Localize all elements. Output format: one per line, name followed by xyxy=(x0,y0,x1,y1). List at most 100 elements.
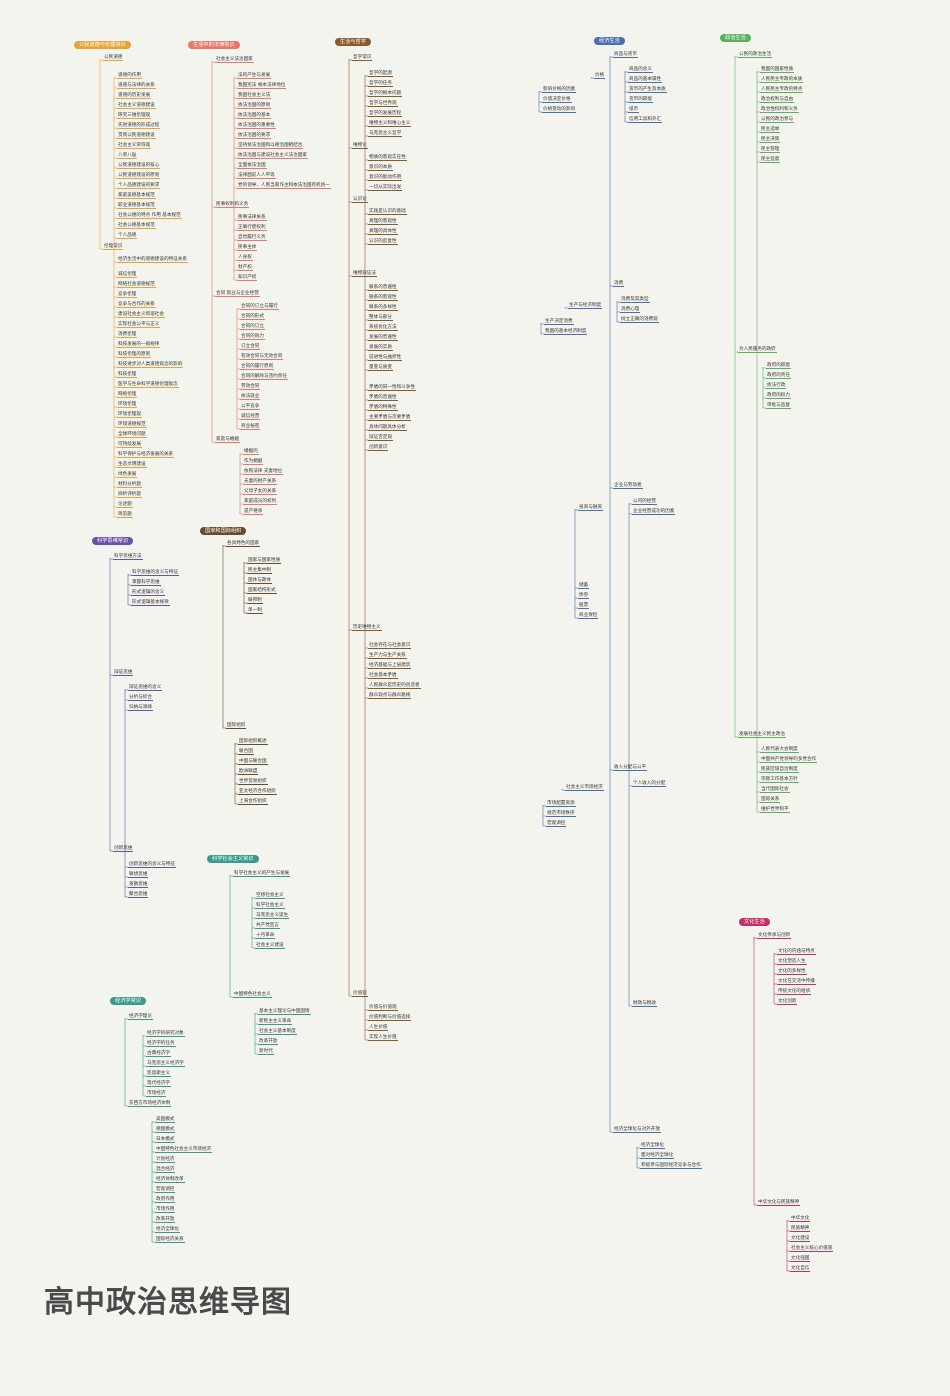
topic-node[interactable]: 经济学理论 xyxy=(128,1014,153,1020)
topic-node[interactable]: 量变与质变 xyxy=(368,365,393,371)
topic-node[interactable]: 亚太经济合作组织 xyxy=(238,789,277,795)
topic-node[interactable]: 遗产继承 xyxy=(243,509,264,515)
topic-node[interactable]: 财政与税收 xyxy=(632,1001,657,1007)
topic-node[interactable]: 依法就业 xyxy=(240,394,261,400)
topic-node[interactable]: 单一制 xyxy=(247,608,263,614)
topic-node[interactable]: 马克思主义诞生 xyxy=(255,913,290,919)
topic-node[interactable]: 各具特色的国家 xyxy=(226,541,261,547)
topic-node[interactable]: 道德的作用 xyxy=(117,73,142,79)
topic-node[interactable]: 企业经营成功的因素 xyxy=(632,509,676,515)
topic-node[interactable]: 经济全球化 xyxy=(155,1227,180,1233)
topic-node[interactable]: 公民道德 xyxy=(103,55,124,61)
topic-node[interactable]: 聚合思维 xyxy=(128,892,149,898)
topic-node[interactable]: 实现人生价值 xyxy=(368,1035,398,1041)
topic-node[interactable]: 创新意识 xyxy=(368,445,389,451)
topic-node[interactable]: 掌握科学思维 xyxy=(131,580,161,586)
topic-node[interactable]: 依照法律 夫妻地位 xyxy=(243,469,284,475)
topic-node[interactable]: 中国共产党领导的多党合作 xyxy=(760,757,818,763)
topic-node[interactable]: 一切从实际出发 xyxy=(368,185,403,191)
topic-node[interactable]: 发展的普遍性 xyxy=(368,335,398,341)
topic-root-9[interactable]: 经济学常识 xyxy=(110,997,146,1005)
topic-node[interactable]: 宏观调控 xyxy=(155,1187,176,1193)
topic-node[interactable]: 股票 xyxy=(578,603,590,609)
topic-node[interactable]: 哲学与世界观 xyxy=(368,101,398,107)
topic-node[interactable]: 政府的权力 xyxy=(766,393,791,399)
topic-node[interactable]: 简答题 xyxy=(117,512,133,518)
topic-node[interactable]: 社会主义道德建设 xyxy=(117,103,156,109)
topic-node[interactable]: 哲学常识 xyxy=(352,55,373,61)
topic-node[interactable]: 职业道德基本规范 xyxy=(117,203,156,209)
topic-node[interactable]: 国体与政体 xyxy=(247,578,272,584)
topic-node[interactable]: 文化在交流中传播 xyxy=(777,979,816,985)
topic-node[interactable]: 发展社会主义民主政治 xyxy=(738,732,786,738)
topic-node[interactable]: 创新思维的含义与特征 xyxy=(128,862,176,868)
topic-node[interactable]: 马克思主义经济学 xyxy=(146,1061,185,1067)
topic-node[interactable]: 政治权利与自由 xyxy=(760,97,795,103)
topic-node[interactable]: 社会主义核心价值观 xyxy=(790,1246,834,1252)
topic-node[interactable]: 诚信经营 xyxy=(240,414,261,420)
topic-node[interactable]: 文化塑造人生 xyxy=(777,959,807,965)
topic-node[interactable]: 知识产权 xyxy=(237,275,258,281)
topic-node[interactable]: 合同的订立 xyxy=(240,324,265,330)
topic-node[interactable]: 生产与经济制度 xyxy=(568,303,603,309)
topic-node[interactable]: 唯物辩证法 xyxy=(352,271,377,277)
topic-node[interactable]: 环境伦理观 xyxy=(117,412,142,418)
topic-node[interactable]: 家庭成员的权利 xyxy=(243,499,278,505)
topic-node[interactable]: 具体问题具体分析 xyxy=(368,425,407,431)
topic-node[interactable]: 民族区域自治制度 xyxy=(760,767,799,773)
topic-node[interactable]: 合同的形式 xyxy=(240,314,265,320)
topic-node[interactable]: 改革开放 xyxy=(258,1039,279,1045)
topic-node[interactable]: 系统优化方法 xyxy=(368,325,398,331)
topic-node[interactable]: 依法行政 xyxy=(766,383,787,389)
topic-node[interactable]: 实现社会公平与正义 xyxy=(117,322,161,328)
topic-node[interactable]: 人民民主专政的特点 xyxy=(760,87,804,93)
topic-node[interactable]: 劳动合同 xyxy=(240,384,261,390)
topic-node[interactable]: 依法治国的基本 xyxy=(237,113,272,119)
topic-node[interactable]: 新时代 xyxy=(258,1049,274,1055)
topic-node[interactable]: 公民道德建设的原则 xyxy=(117,173,161,179)
topic-node[interactable]: 整体与部分 xyxy=(368,315,393,321)
topic-node[interactable]: 联系的客观性 xyxy=(368,295,398,301)
topic-node[interactable]: 科学思维的含义与特征 xyxy=(131,570,179,576)
topic-node[interactable]: 国际关系 xyxy=(760,797,781,803)
topic-node[interactable]: 道德的历史发展 xyxy=(117,93,152,99)
topic-node[interactable]: 民事权利和义务 xyxy=(215,202,250,208)
topic-node[interactable]: 公平竞争 xyxy=(240,404,261,410)
topic-node[interactable]: 科技伦理的原则 xyxy=(117,352,152,358)
topic-node[interactable]: 全面依法治国 xyxy=(237,163,267,169)
topic-node[interactable]: 哲学的任务 xyxy=(368,81,393,87)
topic-node[interactable]: 先进道德的形成过程 xyxy=(117,123,161,129)
topic-node[interactable]: 夫妻的财产关系 xyxy=(243,479,278,485)
topic-root-8[interactable]: 科学社会主义常识 xyxy=(207,855,259,863)
topic-node[interactable]: 日本模式 xyxy=(155,1137,176,1143)
topic-node[interactable]: 八荣八耻 xyxy=(117,153,138,159)
topic-node[interactable]: 社会主义荣辱观 xyxy=(117,143,152,149)
topic-node[interactable]: 贯彻公民道德建设 xyxy=(117,133,156,139)
topic-node[interactable]: 公民的政治生活 xyxy=(738,52,773,58)
topic-node[interactable]: 归纳与演绎 xyxy=(128,705,153,711)
topic-node[interactable]: 哲学的根本问题 xyxy=(368,91,403,97)
topic-node[interactable]: 我国的基本经济制度 xyxy=(544,329,588,335)
topic-node[interactable]: 民族精神 xyxy=(790,1226,811,1232)
topic-node[interactable]: 美国模式 xyxy=(155,1117,176,1123)
topic-node[interactable]: 医学与生命科学道德伦理观念 xyxy=(117,382,179,388)
topic-node[interactable]: 欧洲联盟 xyxy=(238,769,259,775)
topic-node[interactable]: 社会主义建设 xyxy=(255,943,285,949)
topic-node[interactable]: 为人民服务的政府 xyxy=(738,347,777,353)
topic-node[interactable]: 认识的反复性 xyxy=(368,239,398,245)
topic-node[interactable]: 矛盾的同一性和斗争性 xyxy=(368,385,416,391)
topic-node[interactable]: 材料分析题 xyxy=(117,482,142,488)
topic-node[interactable]: 马克思主义哲学 xyxy=(368,131,403,137)
topic-node[interactable]: 我国宪法 根本法律地位 xyxy=(237,83,287,89)
topic-node[interactable]: 计划经济 xyxy=(155,1157,176,1163)
topic-node[interactable]: 人身权 xyxy=(237,255,253,261)
topic-node[interactable]: 价值与价值观 xyxy=(368,1005,398,1011)
topic-node[interactable]: 社会公德基本规范 xyxy=(117,223,156,229)
topic-node[interactable]: 发散思维 xyxy=(128,882,149,888)
topic-node[interactable]: 网络社会道德规范 xyxy=(117,282,156,288)
topic-node[interactable]: 民主决策 xyxy=(760,137,781,143)
topic-node[interactable]: 古典经济学 xyxy=(146,1051,171,1057)
topic-node[interactable]: 社会基本矛盾 xyxy=(368,673,398,679)
topic-node[interactable]: 宏观调控 xyxy=(546,821,567,827)
topic-node[interactable]: 中华文化与民族精神 xyxy=(757,1200,801,1206)
